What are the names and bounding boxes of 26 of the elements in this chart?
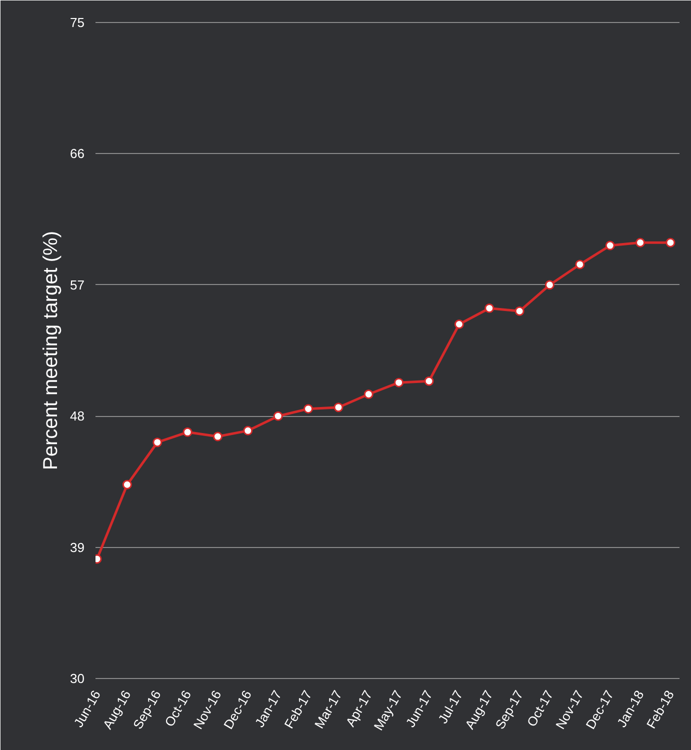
point xyxy=(212,432,222,442)
y-tick-label: 39 xyxy=(70,540,85,555)
y-tick-label: 66 xyxy=(70,146,85,162)
point xyxy=(666,238,676,248)
y-tick-label: 75 xyxy=(70,14,85,30)
point xyxy=(544,280,554,290)
point xyxy=(122,480,132,490)
point xyxy=(454,320,464,329)
y-tick-label: 30 xyxy=(70,671,85,686)
point xyxy=(514,306,524,316)
point xyxy=(304,404,314,414)
y-tick-label: 48 xyxy=(70,408,85,424)
point xyxy=(424,376,434,386)
point xyxy=(334,402,344,412)
point xyxy=(484,303,494,313)
point xyxy=(364,389,374,399)
point xyxy=(575,260,585,270)
y-axis-title: Percent meeting target (%) xyxy=(40,230,62,470)
point xyxy=(273,411,283,421)
point xyxy=(243,426,253,436)
point xyxy=(152,438,162,448)
point xyxy=(636,238,646,248)
point xyxy=(182,427,192,437)
y-tick-label: 57 xyxy=(70,277,85,292)
point xyxy=(605,240,615,250)
point xyxy=(394,378,404,388)
